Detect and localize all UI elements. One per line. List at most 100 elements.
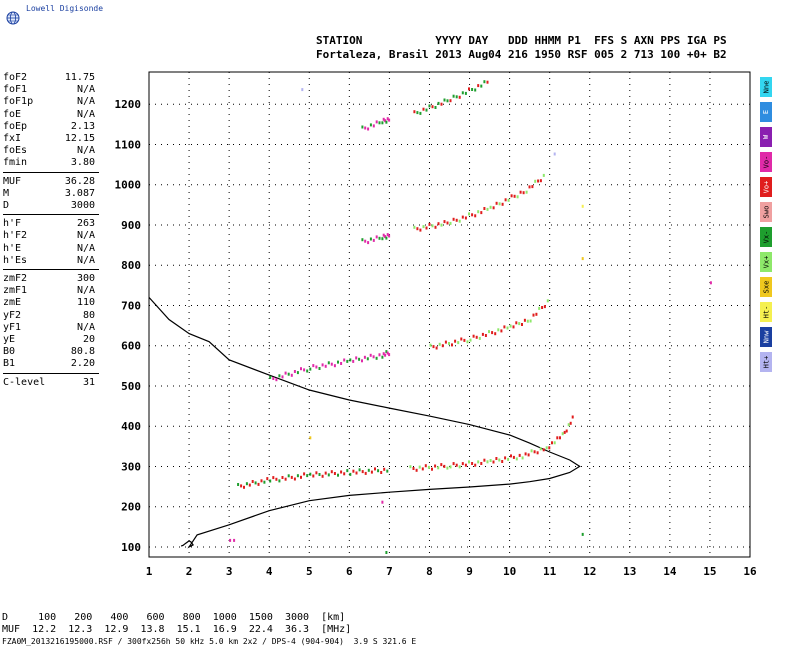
echo-point <box>501 460 504 463</box>
footer-muf-row: MUF 12.2 12.3 12.9 13.8 15.1 16.9 22.4 3… <box>2 624 352 635</box>
echo-point <box>321 363 324 367</box>
echo-point <box>516 195 519 199</box>
echo-point <box>309 367 312 371</box>
echo-point <box>413 110 416 114</box>
x-tick-label: 16 <box>743 565 757 578</box>
echo-point <box>327 361 330 365</box>
echo-point <box>452 94 455 98</box>
echo-point <box>306 369 309 373</box>
echo-point <box>364 471 367 475</box>
echo-point <box>422 225 425 229</box>
echo-point <box>452 217 455 221</box>
echo-point <box>455 218 458 222</box>
echo-point <box>541 306 544 309</box>
echo-point <box>563 430 566 434</box>
echo-point <box>446 466 449 470</box>
echo-point <box>346 469 349 473</box>
param-label: zmF2 <box>3 273 28 284</box>
echo-point <box>428 104 431 108</box>
echo-point <box>458 465 461 469</box>
echo-point <box>454 339 457 343</box>
param-label: h'F <box>3 218 22 230</box>
echo-point <box>523 318 526 322</box>
param-row-fof1p: foF1p N/A <box>0 96 101 108</box>
echo-point <box>461 91 464 95</box>
echo-point <box>437 466 440 470</box>
echo-point <box>495 457 498 460</box>
param-label: h'E <box>3 242 22 254</box>
echo-point <box>309 472 312 476</box>
echo-point <box>327 473 330 477</box>
param-row-foe: foE N/A <box>0 109 101 121</box>
echo-point <box>518 322 521 326</box>
param-label: foF2 <box>3 72 28 83</box>
echo-point <box>251 480 254 483</box>
echo-point <box>486 207 489 211</box>
echo-point <box>333 364 336 368</box>
header-line-1: STATION YYYY DAY DDD HHMM P1 FFS S AXN P… <box>316 34 727 47</box>
param-row-h-es: h'Es N/A <box>0 255 101 267</box>
header-line-2: Fortaleza, Brasil 2013 Aug04 216 1950 RS… <box>316 48 727 61</box>
lowell-logo: Lowell Digisonde <box>6 4 103 26</box>
echo-point <box>388 353 391 357</box>
param-row-h-e: h'E N/A <box>0 243 101 255</box>
echo-point <box>522 191 525 195</box>
legend-label: Nnw <box>762 330 770 344</box>
echo-point <box>461 215 464 219</box>
echo-point <box>443 464 446 468</box>
echo-point <box>385 120 388 124</box>
param-separator <box>3 372 99 374</box>
legend-label: Vx+ <box>762 255 770 269</box>
echo-point <box>424 464 427 468</box>
echo-point <box>468 212 470 216</box>
echo-point <box>518 453 521 457</box>
echo-point <box>446 221 449 225</box>
param-separator <box>3 269 99 270</box>
echo-point <box>245 482 248 486</box>
echo-point <box>243 485 245 489</box>
echo-point <box>504 198 507 202</box>
x-tick-label: 3 <box>226 565 233 578</box>
param-label: MUF <box>3 175 22 187</box>
density-profile-curve <box>148 296 581 549</box>
param-value: 80 <box>82 309 95 321</box>
param-value: 3.087 <box>64 187 95 199</box>
echo-point <box>457 341 460 345</box>
echo-point <box>512 325 515 329</box>
echo-point <box>358 357 361 361</box>
legend-item-nne: Nne <box>760 77 772 97</box>
echo-point <box>284 371 287 375</box>
legend-label: W <box>762 134 770 140</box>
echo-point <box>461 462 464 466</box>
y-tick-label: 900 <box>121 219 141 232</box>
echo-point <box>422 107 425 111</box>
echo-point <box>478 336 481 340</box>
echo-point <box>375 235 378 239</box>
echo-point <box>455 95 458 99</box>
echo-point <box>472 334 475 338</box>
legend-item-vx-: Vx+ <box>760 252 772 272</box>
echo-point <box>318 367 321 370</box>
echo-point <box>367 468 370 472</box>
echo-point <box>290 373 293 377</box>
x-tick-label: 10 <box>503 565 516 578</box>
echo-point <box>468 87 470 91</box>
param-value: 36.28 <box>64 175 95 187</box>
echo-point <box>386 351 389 355</box>
echo-point <box>375 120 378 124</box>
echo-point <box>301 88 304 92</box>
echo-point <box>531 185 534 189</box>
echo-point <box>378 236 381 240</box>
echo-point <box>266 477 269 481</box>
y-tick-label: 1100 <box>115 138 142 151</box>
echo-point <box>355 356 358 360</box>
echo-point <box>296 474 299 478</box>
echo-point <box>463 338 466 342</box>
param-value: N/A <box>76 254 95 266</box>
legend-item-sxe: Sxe <box>760 277 772 297</box>
echo-point <box>449 221 452 225</box>
echo-point <box>534 179 537 183</box>
echo-point <box>333 472 336 475</box>
echo-point <box>352 469 355 473</box>
echo-point <box>378 121 381 125</box>
